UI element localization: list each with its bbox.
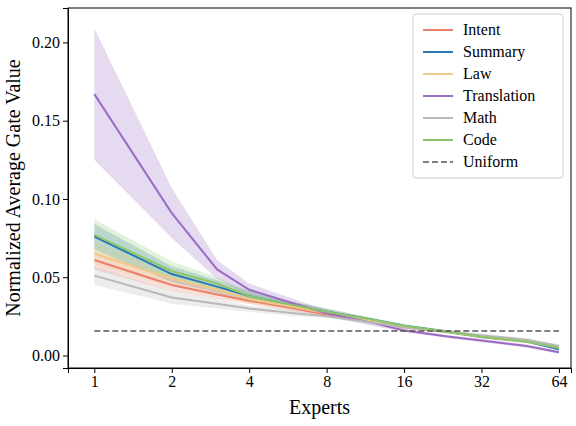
- legend-swatch: [423, 95, 453, 97]
- tick-mark: [63, 277, 68, 278]
- tick: 4: [246, 368, 254, 390]
- y-axis-title: Normalized Average Gate Value: [2, 59, 25, 317]
- tick: 64: [551, 368, 567, 390]
- tick-label: 0.00: [32, 347, 60, 364]
- tick: 0.15: [32, 112, 68, 129]
- data-area: [94, 28, 559, 354]
- tick-mark: [63, 121, 68, 122]
- legend-label: Translation: [463, 87, 535, 104]
- x-axis: 1 2 4 8 16 32 64: [69, 368, 572, 390]
- legend-label: Code: [463, 131, 497, 148]
- tick: 8: [323, 368, 331, 390]
- tick-label: 0.05: [32, 269, 60, 286]
- legend-swatch: [423, 117, 453, 119]
- tick-label: 0.15: [32, 112, 60, 129]
- legend-label: Math: [463, 109, 497, 126]
- legend-label: Intent: [463, 21, 501, 38]
- axis-line: [69, 369, 572, 374]
- y-axis: 0.00 0.05 0.10 0.15 0.20: [32, 9, 69, 369]
- tick-label: 1: [91, 373, 99, 390]
- tick-label: 64: [551, 373, 567, 390]
- plot: 1 2 4 8 16 32 64 0.00 0.05 0.10 0.15 0.20 Intent Summ…: [32, 8, 572, 390]
- error-band: [94, 266, 559, 347]
- tick: 0.00: [32, 347, 68, 364]
- legend-label: Summary: [463, 43, 525, 61]
- tick-mark: [172, 368, 173, 373]
- tick: 1: [91, 368, 99, 390]
- tick-mark: [249, 368, 250, 373]
- tick-mark: [94, 368, 95, 373]
- tick-mark: [327, 368, 328, 373]
- legend-swatch: [423, 161, 453, 163]
- tick: 16: [397, 368, 413, 390]
- error-band: [94, 219, 559, 349]
- tick: 32: [474, 368, 490, 390]
- series-line: [94, 94, 559, 352]
- legend-swatch: [423, 139, 453, 141]
- tick-mark: [559, 368, 560, 373]
- legend-swatch: [423, 51, 453, 53]
- series-line: [94, 237, 559, 350]
- legend-box: [413, 14, 563, 178]
- legend-label: Uniform: [463, 153, 519, 170]
- series-line: [94, 330, 559, 332]
- tick: 2: [168, 368, 176, 390]
- tick-mark: [63, 199, 68, 200]
- tick: 0.05: [32, 269, 68, 286]
- series-line: [94, 260, 559, 348]
- tick-mark: [63, 42, 68, 43]
- tick: 0.10: [32, 191, 68, 208]
- series-line: [94, 235, 559, 348]
- tick-mark: [482, 368, 483, 373]
- plot-frame: [68, 8, 571, 368]
- tick-mark: [63, 355, 68, 356]
- legend: Intent Summary Law Translation Math Code Unifo…: [413, 14, 563, 178]
- error-band: [94, 28, 559, 354]
- x-axis-title: Experts: [289, 396, 350, 419]
- tick-label: 2: [168, 373, 176, 390]
- tick-label: 4: [246, 373, 254, 390]
- tick-label: 16: [397, 373, 413, 390]
- tick-label: 0.20: [32, 34, 60, 51]
- tick: 0.20: [32, 34, 68, 51]
- tick-mark: [404, 368, 405, 373]
- legend-swatch: [423, 73, 453, 75]
- chart: 1 2 4 8 16 32 64 0.00 0.05 0.10 0.15 0.20 Intent Summ…: [0, 0, 576, 426]
- legend-label: Law: [463, 65, 492, 82]
- legend-swatch: [423, 29, 453, 31]
- tick-label: 0.10: [32, 191, 60, 208]
- tick-label: 32: [474, 373, 490, 390]
- tick-label: 8: [323, 373, 331, 390]
- error-band: [94, 224, 559, 351]
